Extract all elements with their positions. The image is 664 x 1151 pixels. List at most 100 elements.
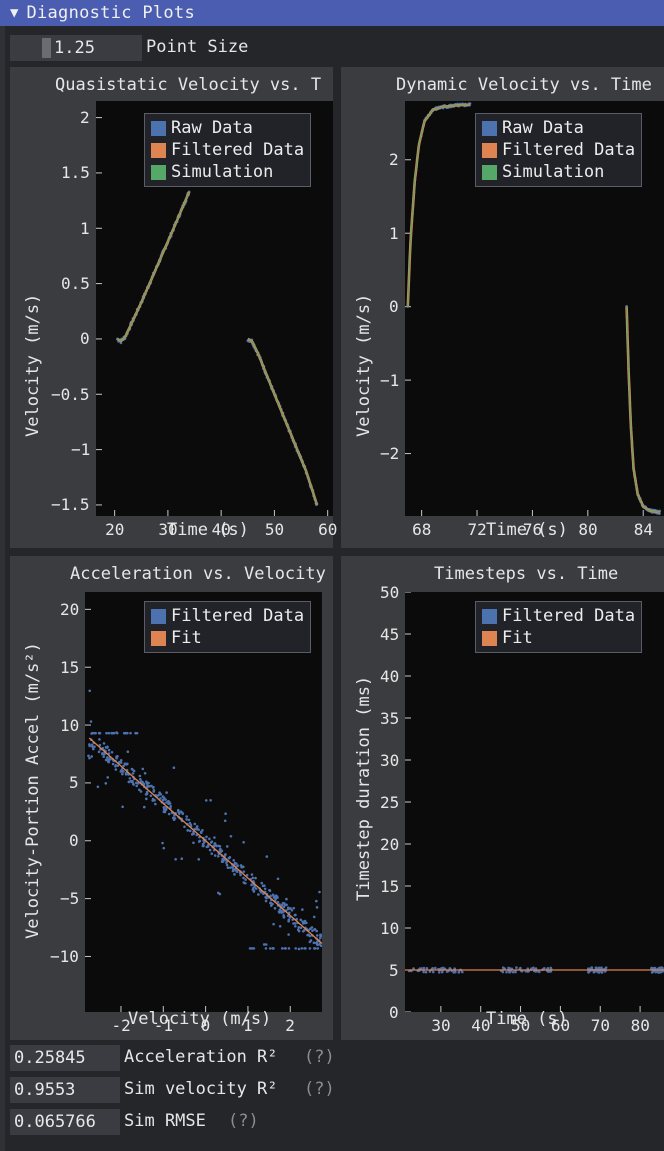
scatter-point <box>104 746 108 749</box>
scatter-point <box>208 837 211 841</box>
timesteps-plot-panel[interactable]: Timesteps vs. Time Timestep duration (ms… <box>341 556 664 1040</box>
scatter-outlier <box>278 924 282 928</box>
scatter-point <box>161 798 165 802</box>
legend-item-fit[interactable]: Fit <box>482 627 635 649</box>
scrollbar-strip <box>0 26 5 1151</box>
scatter-point <box>189 823 193 827</box>
plot-area[interactable] <box>405 592 664 1012</box>
scatter-point <box>185 815 189 818</box>
y-tick-label: 1 <box>80 218 90 238</box>
scatter-point <box>185 818 188 821</box>
scatter-point <box>210 852 214 856</box>
help-marker[interactable]: (?) <box>304 1047 335 1067</box>
y-tick-label: 30 <box>380 750 400 770</box>
x-axis-label: Time (s) <box>486 520 568 540</box>
x-tick-label: 70 <box>590 1016 610 1035</box>
scatter-point <box>98 738 101 741</box>
scatter-outlier <box>90 731 94 735</box>
scatter-outlier <box>141 767 145 771</box>
help-marker[interactable]: (?) <box>228 1111 259 1131</box>
legend-item-sim[interactable]: Simulation <box>482 161 635 183</box>
y-axis-label-text: Velocity-Portion Accel (m/s²) <box>23 642 43 939</box>
scatter-outlier <box>107 731 111 735</box>
scatter-point <box>197 840 201 843</box>
scatter-point <box>250 873 254 876</box>
timestep-point <box>434 966 437 970</box>
scatter-point <box>119 759 123 762</box>
scatter-point <box>195 827 198 831</box>
scatter-outlier <box>216 891 220 895</box>
y-tick-label: 15 <box>380 876 400 896</box>
scatter-point <box>138 788 141 792</box>
scatter-outlier <box>162 846 166 850</box>
legend-item-sim[interactable]: Simulation <box>151 161 304 183</box>
legend-item-fit[interactable]: Fit <box>151 627 304 649</box>
fit-line <box>88 737 322 945</box>
legend-item-raw[interactable]: Raw Data <box>482 117 635 139</box>
timestep-point <box>428 970 432 973</box>
scatter-point <box>282 915 286 919</box>
accel-r2-field[interactable]: 0.25845 <box>10 1045 120 1071</box>
scatter-point <box>167 800 171 804</box>
scatter-outlier <box>308 940 312 944</box>
timestep-point <box>514 970 517 974</box>
scatter-point <box>216 855 220 858</box>
y-tick-label: −0.5 <box>51 384 90 404</box>
legend-item-filtered[interactable]: Filtered Data <box>482 139 635 161</box>
collapse-triangle-icon[interactable]: ▼ <box>10 5 19 21</box>
legend[interactable]: Raw Data Filtered Data Simulation <box>144 113 312 187</box>
help-marker[interactable]: (?) <box>304 1079 335 1099</box>
quasistatic-plot-panel[interactable]: Quasistatic Velocity vs. T Velocity (m/s… <box>10 67 337 548</box>
legend-item-filtered[interactable]: Filtered Data <box>151 139 304 161</box>
legend-item-filtered[interactable]: Filtered Data <box>151 605 304 627</box>
scatter-outlier <box>303 947 306 950</box>
sim-rmse-field[interactable]: 0.065766 <box>10 1109 120 1135</box>
sim-velocity-r2-label: Sim velocity R² <box>124 1079 278 1099</box>
scatter-point <box>151 797 155 801</box>
scatter-outlier <box>294 947 298 950</box>
legend[interactable]: Filtered Data Fit <box>144 601 312 653</box>
dynamic-plot-panel[interactable]: Dynamic Velocity vs. Time Velocity (m/s)… <box>341 67 664 548</box>
scatter-point <box>290 908 294 912</box>
y-tick-label: 0 <box>389 297 399 317</box>
legend-item-raw[interactable]: Raw Data <box>151 117 304 139</box>
scatter-outlier <box>284 947 287 950</box>
scatter-point <box>139 790 143 793</box>
legend[interactable]: Filtered Data Fit <box>475 601 643 653</box>
timestep-point <box>657 970 660 974</box>
drag-grab-handle[interactable] <box>42 38 51 58</box>
legend-item-filtered[interactable]: Filtered Data <box>482 605 635 627</box>
y-tick-label: −1.5 <box>51 495 90 515</box>
y-tick-label: 0.5 <box>61 274 90 294</box>
scatter-point <box>299 918 303 922</box>
scatter-point <box>131 768 134 771</box>
collapsing-header[interactable]: ▼ Diagnostic Plots <box>0 0 664 26</box>
scatter-outlier <box>94 731 97 735</box>
scatter-point <box>205 845 209 849</box>
scatter-outlier <box>161 841 164 845</box>
legend-label: Filtered Data <box>502 606 636 626</box>
y-tick-label: −2 <box>380 444 400 464</box>
scatter-outlier <box>292 906 296 910</box>
plot-area[interactable] <box>85 592 322 1012</box>
scatter-point <box>128 777 132 780</box>
x-tick-label: 80 <box>578 520 598 539</box>
accel-velocity-plot-panel[interactable]: Acceleration vs. Velocity Velocity-Porti… <box>10 556 333 1040</box>
scatter-point <box>297 929 301 933</box>
legend-swatch <box>151 164 166 180</box>
scatter-point <box>224 853 227 856</box>
timestep-point <box>604 966 608 969</box>
scatter-point <box>254 887 258 890</box>
timestep-point <box>587 967 590 970</box>
y-axis-label: Velocity (m/s) <box>354 293 374 437</box>
scatter-outlier <box>165 791 168 794</box>
point-size-drag[interactable]: 1.25 <box>10 35 142 61</box>
timestep-point <box>526 970 530 973</box>
legend[interactable]: Raw Data Filtered Data Simulation <box>475 113 643 187</box>
sim-velocity-r2-field[interactable]: 0.9553 <box>10 1077 120 1103</box>
scatter-point <box>251 876 255 880</box>
scatter-point <box>151 786 155 789</box>
scatter-outlier <box>252 947 256 950</box>
scatter-point <box>260 881 264 885</box>
scatter-outlier <box>88 756 91 760</box>
